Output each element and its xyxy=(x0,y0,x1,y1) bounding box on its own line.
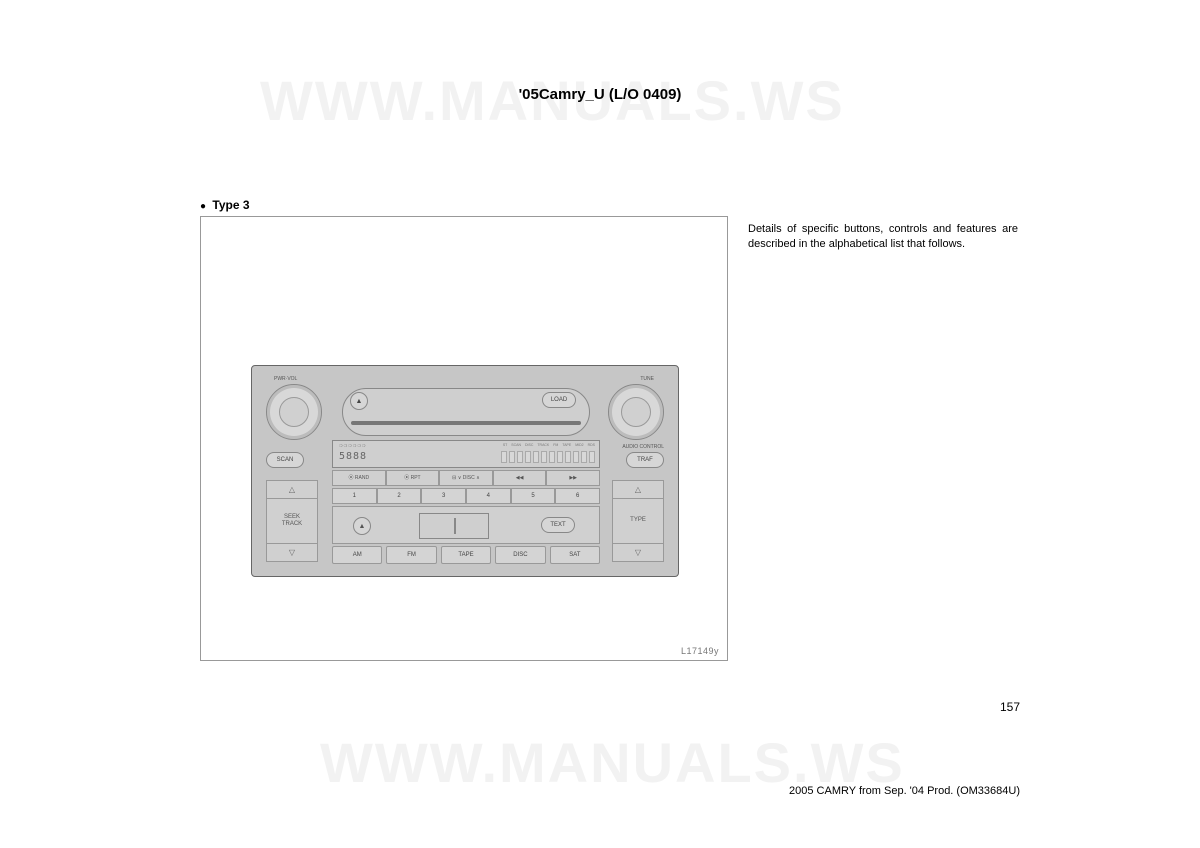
text-button: TEXT xyxy=(541,517,575,533)
sat-button: SAT xyxy=(550,546,600,564)
type-label: ● Type 3 xyxy=(200,198,250,212)
tune-knob xyxy=(608,384,664,440)
display-labels: STSCAN DISCTRACK FMTAPE MID2RDS xyxy=(503,443,595,447)
disc-button: DISC xyxy=(495,546,545,564)
figure-id: L17149y xyxy=(681,646,719,656)
tune-label: TUNE xyxy=(640,376,654,382)
audio-control-label: AUDIO CONTROL xyxy=(622,444,664,450)
disc-indicators: ❍❍❍❍❍❍ xyxy=(339,443,367,448)
preset-3: 3 xyxy=(421,488,466,504)
page-header: '05Camry_U (L/O 0409) xyxy=(0,86,1200,103)
preset-4: 4 xyxy=(466,488,511,504)
type-panel: △ TYPE ▽ xyxy=(612,480,664,562)
display-digits: 5888 xyxy=(339,451,367,462)
ff-cell: ▶▶ xyxy=(546,470,600,486)
power-volume-knob xyxy=(266,384,322,440)
seek-track-panel: △ SEEK TRACK ▽ xyxy=(266,480,318,562)
rew-cell: ◀◀ xyxy=(493,470,547,486)
type-text: Type 3 xyxy=(212,198,249,212)
seek-track-label: SEEK TRACK xyxy=(267,499,317,543)
lcd-display: ❍❍❍❍❍❍ 5888 STSCAN DISCTRACK FMTAPE MID2… xyxy=(332,440,600,468)
source-row: AM FM TAPE DISC SAT xyxy=(332,546,600,564)
scan-button: SCAN xyxy=(266,452,304,468)
page-number: 157 xyxy=(1000,700,1020,714)
cd-eject-button: ▲ xyxy=(350,392,368,410)
preset-2: 2 xyxy=(377,488,422,504)
power-volume-label: PWR·VOL xyxy=(274,376,297,382)
rand-cell: ⦿ RAND xyxy=(332,470,386,486)
rpt-cell: ⦿ RPT xyxy=(386,470,440,486)
display-bars xyxy=(501,451,595,463)
cd-slit xyxy=(351,421,581,425)
cassette-eject-button: ▲ xyxy=(353,517,371,535)
bullet-icon: ● xyxy=(200,201,206,212)
type-label-panel: TYPE xyxy=(613,499,663,543)
disc-cell: ⊟ ∨ DISC ∧ xyxy=(439,470,493,486)
mid-function-strip: ⦿ RAND ⦿ RPT ⊟ ∨ DISC ∧ ◀◀ ▶▶ xyxy=(332,470,600,486)
fm-button: FM xyxy=(386,546,436,564)
preset-1: 1 xyxy=(332,488,377,504)
preset-row: 1 2 3 4 5 6 xyxy=(332,488,600,504)
description-text: Details of specific buttons, controls an… xyxy=(748,222,1018,252)
type-down-icon: ▽ xyxy=(613,543,663,561)
figure-container: PWR·VOL TUNE AUDIO CONTROL ▲ LOAD SCAN T… xyxy=(200,216,728,661)
radio-unit: PWR·VOL TUNE AUDIO CONTROL ▲ LOAD SCAN T… xyxy=(251,365,679,577)
seek-down-icon: ▽ xyxy=(267,543,317,561)
tape-button: TAPE xyxy=(441,546,491,564)
preset-6: 6 xyxy=(555,488,600,504)
seek-up-icon: △ xyxy=(267,481,317,499)
cassette-slot xyxy=(419,513,489,539)
type-up-icon: △ xyxy=(613,481,663,499)
am-button: AM xyxy=(332,546,382,564)
footer-text: 2005 CAMRY from Sep. '04 Prod. (OM33684U… xyxy=(789,785,1020,797)
load-button: LOAD xyxy=(542,392,576,408)
traf-button: TRAF xyxy=(626,452,664,468)
cassette-area: ▲ TEXT xyxy=(332,506,600,544)
preset-5: 5 xyxy=(511,488,556,504)
